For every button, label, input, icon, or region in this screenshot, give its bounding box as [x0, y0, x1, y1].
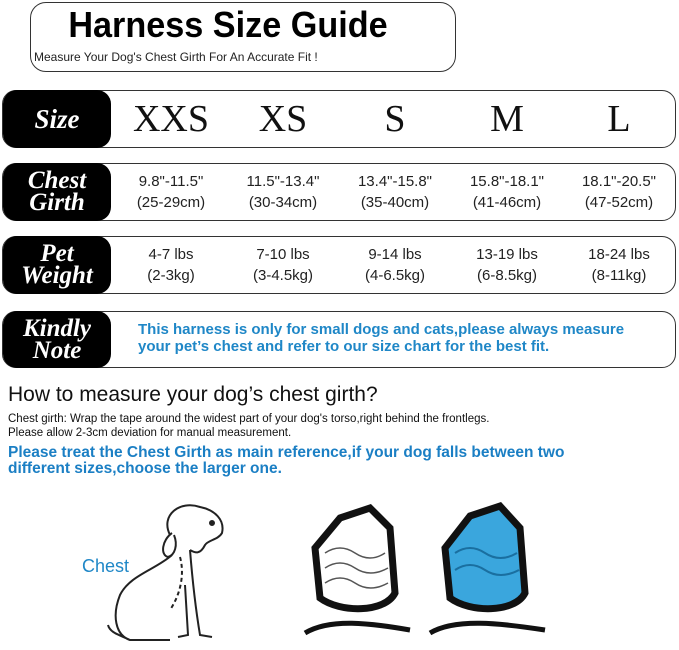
label-line: Weight [21, 262, 93, 289]
label-line: Kindly [22, 314, 92, 342]
cell-line: (47-52cm) [584, 194, 654, 211]
chest-girth-cell: 11.5"-13.4" (30-34cm) [227, 164, 339, 220]
pet-weight-cell: 7-10 lbs (3-4.5kg) [227, 237, 339, 293]
cell-line: 9.8"-11.5" [138, 173, 204, 190]
pet-weight-label: Pet Weight [3, 236, 111, 294]
size-label: Size [3, 90, 111, 148]
cell-line: (6-8.5kg) [476, 267, 538, 284]
cell-line: 18.1"-20.5" [581, 173, 657, 190]
label-line: Chest [27, 167, 87, 194]
cell-line: (2-3kg) [147, 267, 195, 284]
pet-weight-row: Pet Weight 4-7 lbs (2-3kg) 7-10 lbs (3-4.5kg… [2, 236, 676, 294]
emphasis-line: Please treat the Chest Girth as main ref… [8, 444, 565, 461]
cell-line: 18-24 lbs [588, 246, 650, 263]
size-s: S [384, 97, 406, 140]
cell-line: (8-11kg) [591, 267, 647, 284]
chest-girth-row: Chest Girth 9.8"-11.5" (25-29cm) 11.5"-13.4… [2, 163, 676, 221]
measure-deviation: Please allow 2-3cm deviation for manual … [8, 427, 292, 439]
cell-line: 11.5"-13.4" [246, 173, 320, 190]
leash [303, 620, 411, 636]
label-line: Girth [29, 189, 85, 216]
measure-emphasis: Please treat the Chest Girth as main ref… [8, 445, 564, 477]
dog-head-outline [166, 504, 224, 554]
label-line: Pet [40, 240, 74, 267]
cell-line: 7-10 lbs [256, 246, 310, 263]
page-title: Harness Size Guide [68, 4, 388, 45]
cell-line: 4-7 lbs [148, 246, 194, 263]
pet-weight-cell: 4-7 lbs (2-3kg) [115, 237, 227, 293]
blue-harness-image [428, 501, 546, 636]
chest-girth-cell: 13.4"-15.8" (35-40cm) [339, 164, 451, 220]
cell-line: (25-29cm) [136, 194, 206, 211]
pet-weight-cell: 18-24 lbs (8-11kg) [563, 237, 675, 293]
cell-line: 13-19 lbs [476, 246, 538, 263]
note-line: This harness is only for small dogs and … [138, 321, 625, 338]
size-row: Size XXS XS S M L [2, 90, 676, 148]
cell-line: (30-34cm) [248, 194, 318, 211]
chest-girth-cell: 18.1"-20.5" (47-52cm) [563, 164, 675, 220]
chest-girth-label: Chest Girth [3, 163, 111, 221]
cell-line: 9-14 lbs [368, 246, 422, 263]
dog-outline-illustration [107, 504, 224, 641]
chest-measure-line [169, 556, 183, 611]
measure-instruction: Chest girth: Wrap the tape around the wi… [8, 413, 490, 425]
leash [428, 620, 546, 636]
cell-line: (4-6.5kg) [364, 267, 426, 284]
title-box [30, 2, 456, 72]
note-text: This harness is only for small dogs and … [138, 321, 624, 355]
cell-line: 15.8"-18.1" [469, 173, 545, 190]
chest-girth-cell: 15.8"-18.1" (41-46cm) [451, 164, 563, 220]
cell-line: (41-46cm) [472, 194, 542, 211]
chest-girth-cell: 9.8"-11.5" (25-29cm) [115, 164, 227, 220]
cell-line: (35-40cm) [360, 194, 430, 211]
dog-ear-outline [162, 532, 177, 559]
subtitle: Measure Your Dog's Chest Girth For An Ac… [34, 50, 318, 64]
size-m: M [490, 97, 524, 140]
size-label-text: Size [34, 104, 80, 134]
emphasis-line: different sizes,choose the larger one. [8, 460, 282, 477]
note-line: your pet’s chest and refer to our size c… [138, 338, 550, 355]
measure-heading: How to measure your dog’s chest girth? [8, 383, 378, 406]
label-line: Note [32, 336, 82, 364]
size-l: L [607, 97, 631, 140]
pet-weight-cell: 9-14 lbs (4-6.5kg) [339, 237, 451, 293]
size-xs: XS [258, 97, 308, 140]
pet-weight-cell: 13-19 lbs (6-8.5kg) [451, 237, 563, 293]
chest-label: Chest [82, 556, 130, 576]
kindly-note-label: Kindly Note [3, 311, 111, 368]
kindly-note-row: Kindly Note This harness is only for smal… [2, 311, 676, 368]
cell-line: 13.4"-15.8" [357, 173, 433, 190]
cell-line: (3-4.5kg) [252, 267, 314, 284]
white-harness-image [303, 503, 411, 636]
size-xxs: XXS [132, 97, 210, 140]
